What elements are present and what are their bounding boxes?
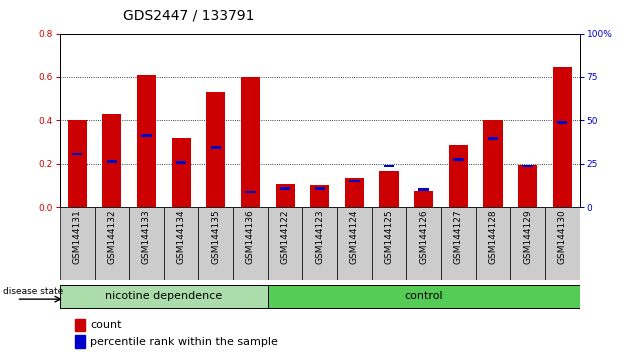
Text: GSM144129: GSM144129 <box>523 209 532 264</box>
Bar <box>241 77 260 207</box>
Bar <box>268 207 302 280</box>
Text: percentile rank within the sample: percentile rank within the sample <box>90 337 278 347</box>
Text: GSM144134: GSM144134 <box>176 209 186 264</box>
Text: GSM144124: GSM144124 <box>350 209 359 264</box>
Bar <box>545 207 580 280</box>
Bar <box>106 160 117 163</box>
Text: GSM144123: GSM144123 <box>315 209 324 264</box>
Bar <box>76 335 85 348</box>
Bar <box>372 207 406 280</box>
Bar <box>206 92 226 207</box>
Text: GSM144130: GSM144130 <box>558 209 567 264</box>
Bar <box>141 134 152 137</box>
Bar <box>345 178 364 207</box>
Bar <box>60 207 94 280</box>
Bar <box>314 187 325 190</box>
Bar <box>245 190 256 193</box>
Bar <box>406 207 441 280</box>
Bar <box>414 191 433 207</box>
Bar <box>60 285 268 308</box>
Bar <box>280 187 290 190</box>
Bar <box>275 184 295 207</box>
Bar <box>310 185 329 207</box>
Text: GSM144126: GSM144126 <box>419 209 428 264</box>
Text: GSM144131: GSM144131 <box>72 209 82 264</box>
Text: control: control <box>404 291 443 301</box>
Bar <box>176 161 186 164</box>
Bar <box>349 180 360 182</box>
Bar <box>76 319 85 331</box>
Bar <box>476 207 510 280</box>
Bar <box>384 165 394 167</box>
Bar <box>198 207 233 280</box>
Bar <box>164 207 198 280</box>
Bar <box>483 120 503 207</box>
Bar <box>488 137 498 140</box>
Bar <box>418 188 429 191</box>
Bar <box>510 207 545 280</box>
Text: GSM144132: GSM144132 <box>107 209 117 264</box>
Bar <box>522 165 533 167</box>
Text: count: count <box>90 320 122 330</box>
Bar <box>94 207 129 280</box>
Text: GSM144128: GSM144128 <box>488 209 498 264</box>
Text: GDS2447 / 133791: GDS2447 / 133791 <box>123 9 255 23</box>
Bar <box>553 67 572 207</box>
Bar <box>102 114 122 207</box>
Bar <box>441 207 476 280</box>
Bar <box>302 207 337 280</box>
Text: GSM144133: GSM144133 <box>142 209 151 264</box>
Text: GSM144127: GSM144127 <box>454 209 463 264</box>
Bar <box>337 207 372 280</box>
Text: GSM144122: GSM144122 <box>280 209 290 264</box>
Text: GSM144135: GSM144135 <box>211 209 220 264</box>
Bar <box>137 75 156 207</box>
Bar <box>129 207 164 280</box>
Bar <box>453 158 464 161</box>
Bar <box>518 165 537 207</box>
Bar <box>210 146 221 149</box>
Bar <box>72 153 83 155</box>
Bar <box>449 145 468 207</box>
Text: GSM144125: GSM144125 <box>384 209 394 264</box>
Bar <box>379 171 399 207</box>
Text: GSM144136: GSM144136 <box>246 209 255 264</box>
Text: disease state: disease state <box>3 287 63 296</box>
Bar <box>268 285 580 308</box>
Text: nicotine dependence: nicotine dependence <box>105 291 222 301</box>
Bar <box>171 138 191 207</box>
Bar <box>557 121 568 124</box>
Bar <box>233 207 268 280</box>
Bar <box>67 120 87 207</box>
